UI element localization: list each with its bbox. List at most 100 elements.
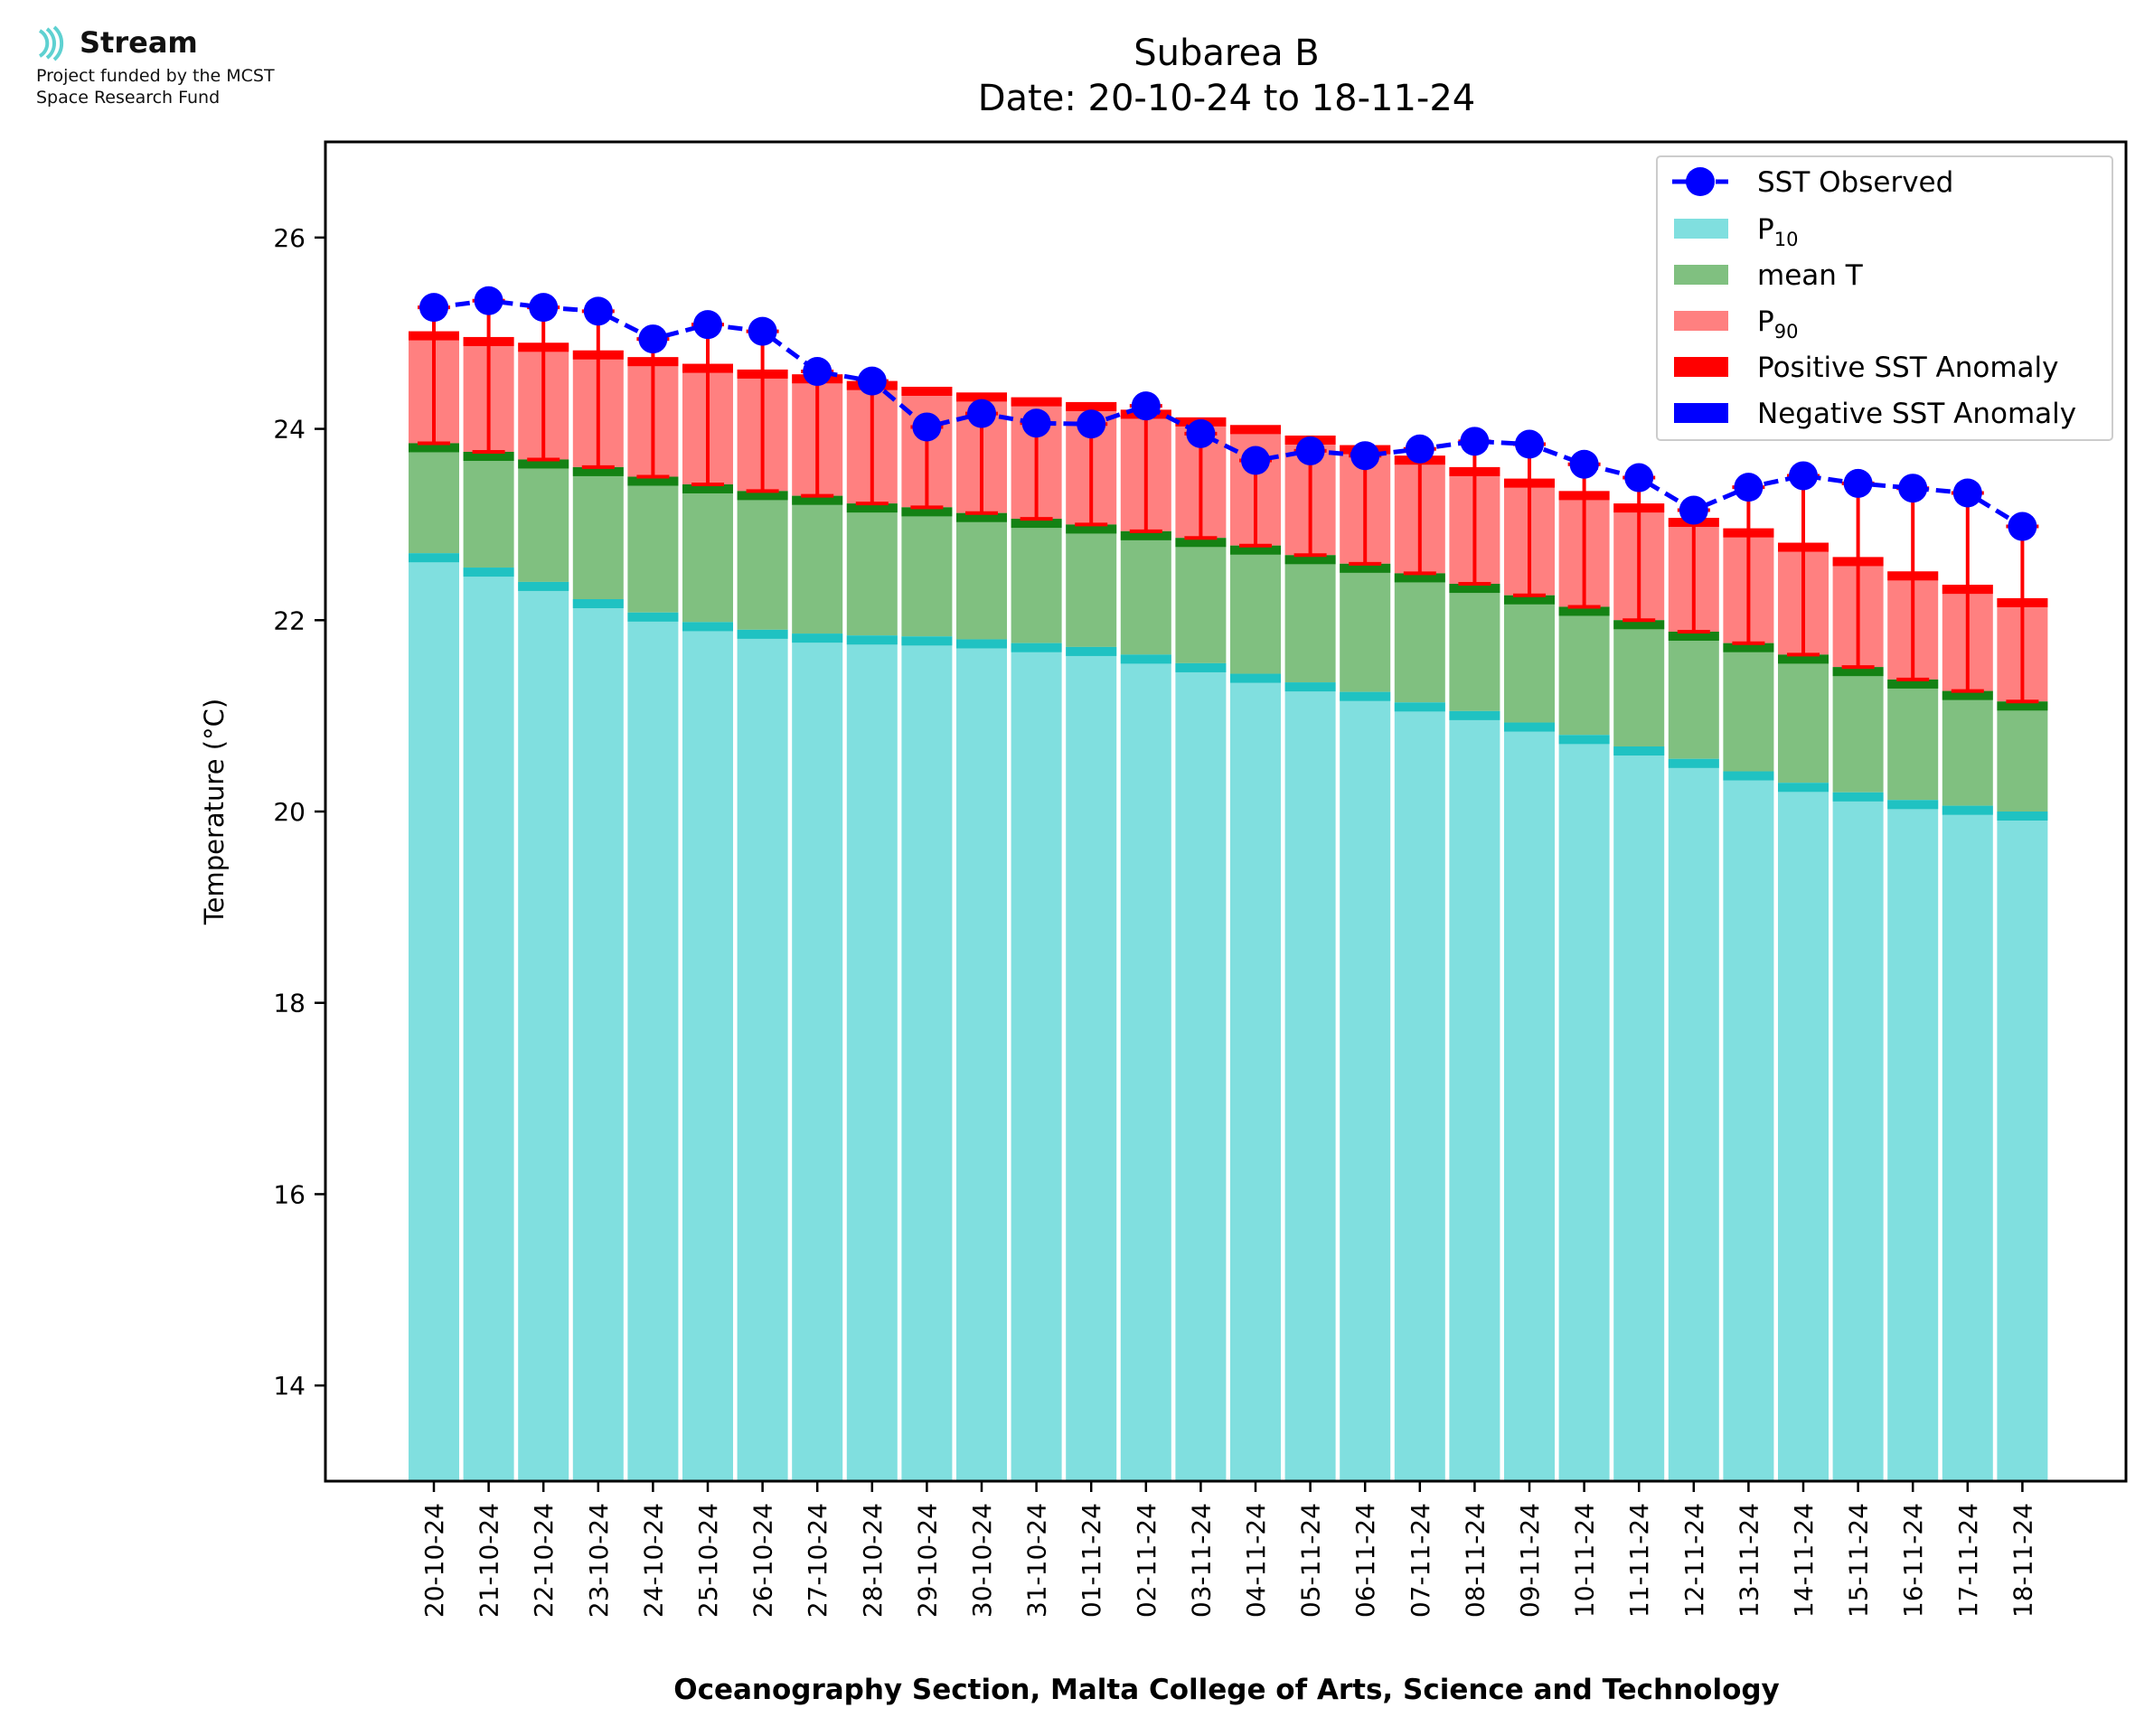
mean-bar [1449, 584, 1500, 711]
legend-p90-sub: 90 [1774, 321, 1799, 343]
mean-bar [956, 512, 1007, 640]
sst-observed-point [967, 399, 996, 428]
y-tick-label: 26 [273, 223, 306, 253]
p10-edge [1394, 702, 1445, 712]
x-tick-label: 07-11-24 [1406, 1503, 1435, 1618]
y-axis-label: Temperature (°C) [199, 699, 230, 925]
x-tick-label: 28-10-24 [858, 1503, 888, 1618]
mean-edge [1723, 643, 1774, 652]
p10-bar [1997, 812, 2048, 1481]
x-axis-label: Oceanography Section, Malta College of A… [673, 1674, 1780, 1706]
x-tick-label: 21-10-24 [475, 1503, 504, 1618]
p10-bar [518, 581, 569, 1481]
x-tick-label: 29-10-24 [912, 1503, 942, 1618]
p10-bar [1284, 682, 1336, 1481]
mean-edge [1613, 620, 1665, 630]
x-tick-label: 10-11-24 [1570, 1503, 1600, 1618]
x-tick-label: 23-10-24 [584, 1503, 614, 1618]
p10-edge [627, 612, 679, 622]
p10-bar [792, 633, 843, 1481]
sst-observed-point [693, 310, 722, 340]
x-tick-label: 12-11-24 [1679, 1503, 1709, 1618]
p10-edge [1066, 646, 1117, 656]
plot-frame [324, 140, 2128, 1483]
legend-sst-marker [1686, 167, 1715, 196]
p10-edge [1778, 783, 1829, 793]
sst-observed-point [1952, 478, 1982, 508]
mean-bar [1011, 519, 1062, 643]
x-tick-label: 24-10-24 [638, 1503, 668, 1618]
p10-edge [1504, 722, 1555, 732]
p10-edge [792, 633, 843, 643]
mean-edge [1942, 690, 1993, 700]
sst-observed-point [1021, 408, 1051, 438]
p10-bar [1778, 783, 1829, 1481]
mean-bar [627, 476, 679, 613]
p10-bar [956, 639, 1007, 1481]
x-tick-label: 11-11-24 [1624, 1503, 1654, 1618]
legend-sst-label: SST Observed [1757, 166, 1953, 199]
p10-bar [572, 598, 624, 1481]
mean-edge [627, 476, 679, 486]
sst-observed-point [1460, 427, 1490, 456]
sst-observed-point [1789, 461, 1818, 491]
legend-p10-swatch [1674, 219, 1728, 239]
x-tick-label: 18-11-24 [2008, 1503, 2037, 1618]
mean-bar [1613, 620, 1665, 747]
p10-bar [1942, 805, 1993, 1481]
mean-edge [1558, 606, 1610, 616]
mean-bar [1230, 545, 1281, 674]
p10-edge [1832, 792, 1884, 802]
y-tick-label: 22 [273, 605, 306, 635]
x-tick-label: 04-11-24 [1241, 1503, 1271, 1618]
sst-observed-point [748, 316, 777, 346]
p90-edge [1066, 401, 1117, 411]
p10-bar [1011, 643, 1062, 1481]
stream-logo-icon [38, 25, 64, 61]
mean-edge [1284, 555, 1336, 565]
sst-observed-point [2008, 511, 2037, 541]
p10-bar [1613, 746, 1665, 1481]
mean-bar [1942, 690, 1993, 806]
chart-title: Subarea B [1133, 33, 1320, 74]
mean-edge [1997, 701, 2048, 711]
stream-logo: Stream Project funded by the MCST Space … [34, 23, 360, 114]
p10-bar [1340, 691, 1391, 1481]
x-tick-label: 05-11-24 [1296, 1503, 1326, 1618]
sst-observed-point [1241, 446, 1270, 475]
mean-edge [1175, 538, 1227, 548]
x-tick-label: 06-11-24 [1350, 1503, 1380, 1618]
mean-edge [792, 495, 843, 505]
legend-p10-label: P10 [1757, 213, 1798, 250]
mean-bar [1832, 667, 1884, 793]
legend-neg-anomaly-label: Negative SST Anomaly [1757, 398, 2076, 430]
logo-funding-line-1: Project funded by the MCST [36, 66, 275, 86]
p90-edge [1230, 425, 1281, 435]
mean-edge [737, 491, 788, 501]
mean-bar [737, 491, 788, 630]
p10-edge [1120, 654, 1171, 664]
mean-bar [1066, 524, 1117, 647]
p10-bar [1120, 654, 1171, 1481]
x-tick-label: 16-11-24 [1898, 1503, 1928, 1618]
sst-observed-point [912, 412, 942, 442]
mean-edge [1832, 667, 1884, 677]
p10-bar [1558, 735, 1610, 1481]
mean-bar [792, 495, 843, 634]
mean-bar [409, 443, 459, 554]
p10-bar [682, 622, 733, 1481]
mean-edge [1120, 530, 1171, 540]
mean-edge [409, 443, 459, 453]
p10-bar [409, 553, 459, 1481]
p90-edge [956, 392, 1007, 402]
mean-edge [1887, 679, 1939, 689]
y-tick-label: 16 [273, 1179, 306, 1209]
mean-bar [1668, 631, 1719, 759]
p10-bar [737, 629, 788, 1481]
sst-observed-point [1295, 436, 1325, 465]
x-tick-label: 27-10-24 [803, 1503, 832, 1618]
p10-edge [1011, 643, 1062, 652]
p10-edge [1887, 800, 1939, 810]
mean-bar [1284, 555, 1336, 683]
mean-edge [1394, 573, 1445, 583]
